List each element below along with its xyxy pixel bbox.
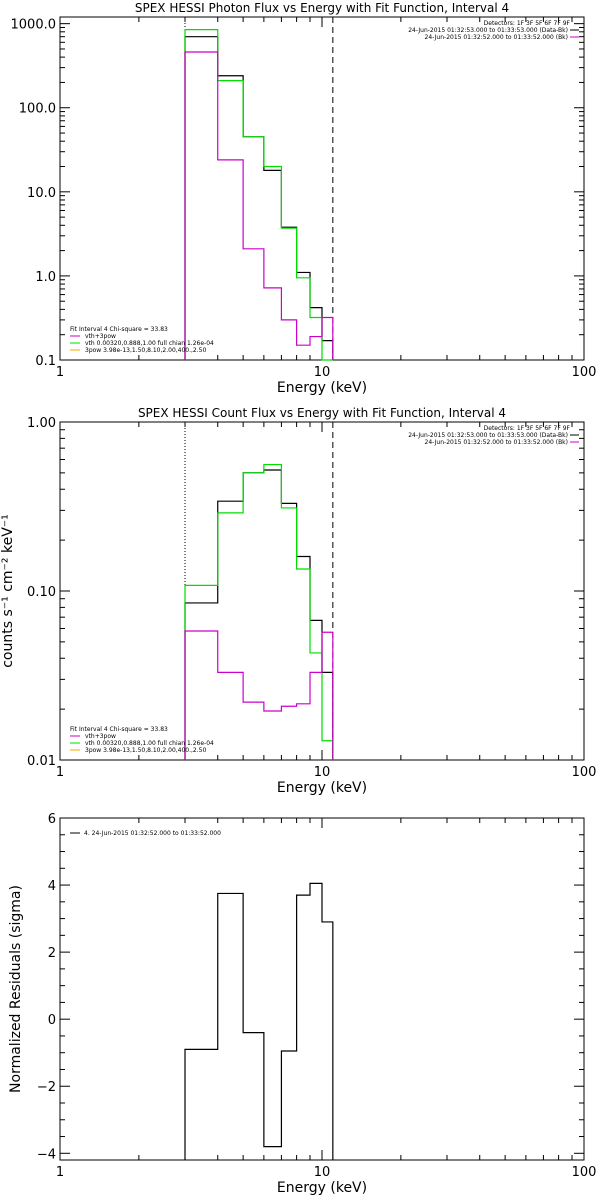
panel-3: 1 10 100 Energy (keV) −4 −2 0 2 4 6 Normalized Res… [8,812,596,1196]
x-tick-label: 10 [314,1165,331,1180]
legend-entry-label: 3pow 3.98e-13,1.50,8.10,2.00,400.,2.50 [85,747,206,754]
legend-entry-label: vth+3pow [85,333,116,340]
plot-frame [59,817,585,1161]
x-axis-label: Energy (keV) [277,780,367,796]
x-axis-label: Energy (keV) [277,380,367,396]
y-tick-label: 100.0 [19,102,56,117]
y-tick-label: 0.10 [27,585,56,600]
y-tick-label: 1000.0 [11,18,57,33]
y-tick-label: −4 [37,1147,56,1162]
legend-fit-header: Fit Interval 4 Chi-square = 33.83 [70,326,168,333]
panel-1: SPEX HESSI Photon Flux vs Energy with Fi… [11,1,597,396]
y-tick-label: 2 [48,946,56,961]
y-tick-label: 0.1 [35,354,56,369]
legend-entry-label: 24-Jun-2015 01:32:53.000 to 01:33:53.000… [408,27,568,34]
y-tick-label: 1.00 [27,416,56,431]
series-step-line-1 [184,36,334,360]
series-step-line-2 [184,463,334,760]
x-tick-label: 1 [56,365,64,380]
x-tick-label: 100 [572,765,597,780]
series-step-line-2 [184,28,333,361]
y-axis-label: Normalized Residuals (sigma) [8,885,24,1093]
y-tick-label: 6 [48,812,56,827]
x-tick-label: 100 [572,365,597,380]
legend-fit-header: Fit Interval 4 Chi-square = 33.83 [70,726,168,733]
x-tick-label: 1 [56,1165,64,1180]
legend-entry-label: vth 0.00320,0.888,1.00 full chian 1.26e-… [85,740,214,747]
x-tick-label: 10 [314,365,331,380]
y-tick-label: −2 [37,1080,56,1095]
x-tick-label: 100 [572,1165,597,1180]
panel-2: SPEX HESSI Count Flux vs Energy with Fit… [0,406,596,796]
chart-title: SPEX HESSI Photon Flux vs Energy with Fi… [135,1,509,15]
x-tick-label: 10 [314,765,331,780]
y-tick-label: 0 [48,1013,56,1028]
legend-entry-label: 24-Jun-2015 01:32:52.000 to 01:33:52.000… [425,34,568,41]
legend-entry-label: vth+3pow [85,733,116,740]
y-tick-label: 1.0 [35,270,56,285]
legend-detectors: Detectors: 1F 3F 5F 6F 7F 9F [484,425,571,432]
series-step-line-3 [184,630,334,760]
y-tick-label: 4 [48,879,56,894]
legend-entry-label: 24-Jun-2015 01:32:52.000 to 01:33:52.000… [425,439,568,446]
legend-entry-label: 4. 24-Jun-2015 01:32:52.000 to 01:33:52.… [84,830,221,837]
legend-entry-label: 3pow 3.98e-13,1.50,8.10,2.00,400.,2.50 [85,347,206,354]
legend-detectors: Detectors: 1F 3F 5F 6F 7F 9F [484,20,571,27]
x-tick-label: 1 [56,765,64,780]
legend-entry-label: 24-Jun-2015 01:32:53.000 to 01:33:53.000… [408,432,568,439]
series-step-line-3 [184,51,334,360]
series-step-line-1 [184,882,334,1160]
y-axis-label: counts s⁻¹ cm⁻² keV⁻¹ [0,514,16,668]
y-tick-label: 0.01 [27,754,56,769]
x-axis-label: Energy (keV) [277,1180,367,1196]
series-step-line-1 [184,469,334,760]
legend-entry-label: vth 0.00320,0.888,1.00 full chian 1.26e-… [85,340,214,347]
y-tick-label: 10.0 [27,186,56,201]
chart-title: SPEX HESSI Count Flux vs Energy with Fit… [138,406,506,420]
